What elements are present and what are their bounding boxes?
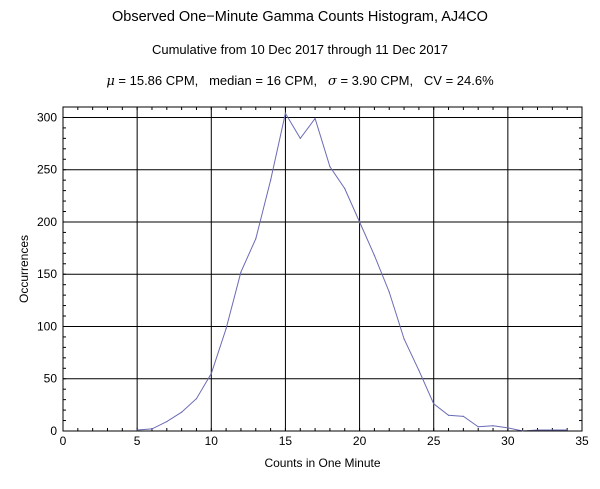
data-point [536, 429, 539, 431]
data-point [314, 117, 316, 120]
series-line [137, 111, 568, 432]
data-points [136, 112, 568, 432]
data-point [344, 187, 346, 190]
x-tick-label: 15 [279, 434, 293, 448]
y-tick-label: 100 [37, 319, 57, 333]
chart-title: Observed One−Minute Gamma Counts Histogr… [112, 9, 488, 25]
y-tick-label: 0 [50, 424, 57, 438]
x-axis-label: Counts in One Minute [264, 456, 380, 470]
sigma-symbol: σ [327, 74, 337, 89]
tick-labels: 0 5 10 15 20 25 30 35 0 50 100 150 200 250 300 [37, 110, 589, 448]
data-point [477, 426, 479, 428]
y-tick-label: 300 [37, 110, 57, 124]
data-point [418, 369, 420, 371]
y-tick-label: 150 [37, 267, 57, 281]
data-point [551, 429, 553, 431]
x-tick-label: 5 [134, 434, 141, 448]
y-tick-label: 50 [44, 372, 58, 386]
data-point [388, 291, 390, 293]
data-point [284, 112, 287, 114]
data-point [210, 372, 212, 375]
data-point [255, 238, 257, 240]
data-point [433, 403, 435, 405]
data-point [522, 430, 524, 432]
data-point [447, 414, 450, 416]
data-point [151, 428, 153, 430]
minor-ticks [63, 107, 582, 431]
y-tick-label: 200 [37, 215, 57, 229]
x-tick-label: 0 [60, 434, 67, 448]
data-point [507, 427, 509, 429]
data-point [566, 429, 568, 431]
data-point [492, 425, 494, 427]
data-point [373, 254, 375, 257]
x-tick-label: 20 [353, 434, 367, 448]
data-point [166, 420, 168, 423]
y-tick-label: 250 [37, 163, 57, 177]
plot-frame [62, 106, 583, 432]
data-point [240, 271, 242, 273]
x-tick-label: 25 [427, 434, 441, 448]
mu-median-text: = 15.86 CPM, median = 16 CPM, [114, 73, 328, 88]
chart-subtitle: Cumulative from 10 Dec 2017 through 11 D… [151, 42, 449, 57]
x-tick-label: 35 [575, 434, 589, 448]
data-point [270, 179, 272, 181]
data-point [358, 221, 361, 223]
data-point [329, 165, 331, 168]
data-point [195, 398, 198, 400]
data-point [136, 429, 138, 431]
x-tick-label: 30 [501, 434, 515, 448]
y-axis-label: Occurrences [17, 235, 31, 303]
data-point [299, 137, 301, 139]
data-point [462, 415, 464, 417]
sigma-cv-text: = 3.90 CPM, CV = 24.6% [336, 73, 494, 88]
data-point [181, 411, 183, 413]
grid [63, 107, 582, 431]
mu-symbol: μ [106, 74, 115, 89]
x-tick-label: 10 [205, 434, 219, 448]
chart-stats: μ = 15.86 CPM, median = 16 CPM, σ = 3.90… [0, 73, 600, 89]
data-point [403, 338, 405, 340]
data-point [225, 327, 227, 330]
